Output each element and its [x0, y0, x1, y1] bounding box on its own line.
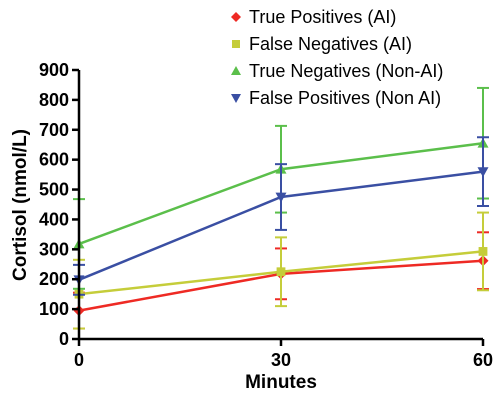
legend: True Positives (AI) False Negatives (AI) T…	[231, 7, 443, 108]
x-tick-label: 0	[74, 350, 84, 370]
data-point	[478, 247, 488, 256]
y-tick-label: 100	[39, 299, 69, 319]
y-ticks: 0 100 200 300 400 500 600 700 800 900	[39, 60, 79, 349]
legend-item: True Positives (AI)	[231, 7, 396, 27]
legend-label: True Negatives (Non-AI)	[249, 61, 443, 81]
legend-item: False Negatives (AI)	[232, 34, 412, 54]
x-tick-label: 30	[271, 350, 291, 370]
y-tick-label: 200	[39, 269, 69, 289]
legend-marker	[231, 94, 241, 103]
legend-label: True Positives (AI)	[249, 7, 396, 27]
y-tick-label: 600	[39, 150, 69, 170]
x-ticks: 0 30 60	[74, 339, 493, 370]
y-tick-label: 900	[39, 60, 69, 80]
x-axis-label: Minutes	[245, 372, 317, 393]
legend-marker	[232, 40, 240, 48]
legend-item: False Positives (Non AI)	[231, 88, 441, 108]
legend-item: True Negatives (Non-AI)	[231, 61, 443, 81]
y-tick-label: 500	[39, 180, 69, 200]
y-tick-label: 400	[39, 209, 69, 229]
legend-label: False Positives (Non AI)	[249, 88, 441, 108]
y-tick-label: 800	[39, 90, 69, 110]
y-axis-label: Cortisol (nmol/L)	[10, 129, 31, 281]
y-tick-label: 0	[59, 329, 69, 349]
y-tick-label: 700	[39, 120, 69, 140]
data-point	[276, 267, 286, 277]
data-point	[477, 167, 489, 178]
plot-area	[73, 86, 489, 330]
legend-marker	[231, 12, 241, 22]
y-tick-label: 300	[39, 239, 69, 259]
legend-label: False Negatives (AI)	[249, 34, 412, 54]
x-tick-label: 60	[473, 350, 493, 370]
data-point	[275, 192, 287, 203]
legend-marker	[231, 66, 241, 75]
